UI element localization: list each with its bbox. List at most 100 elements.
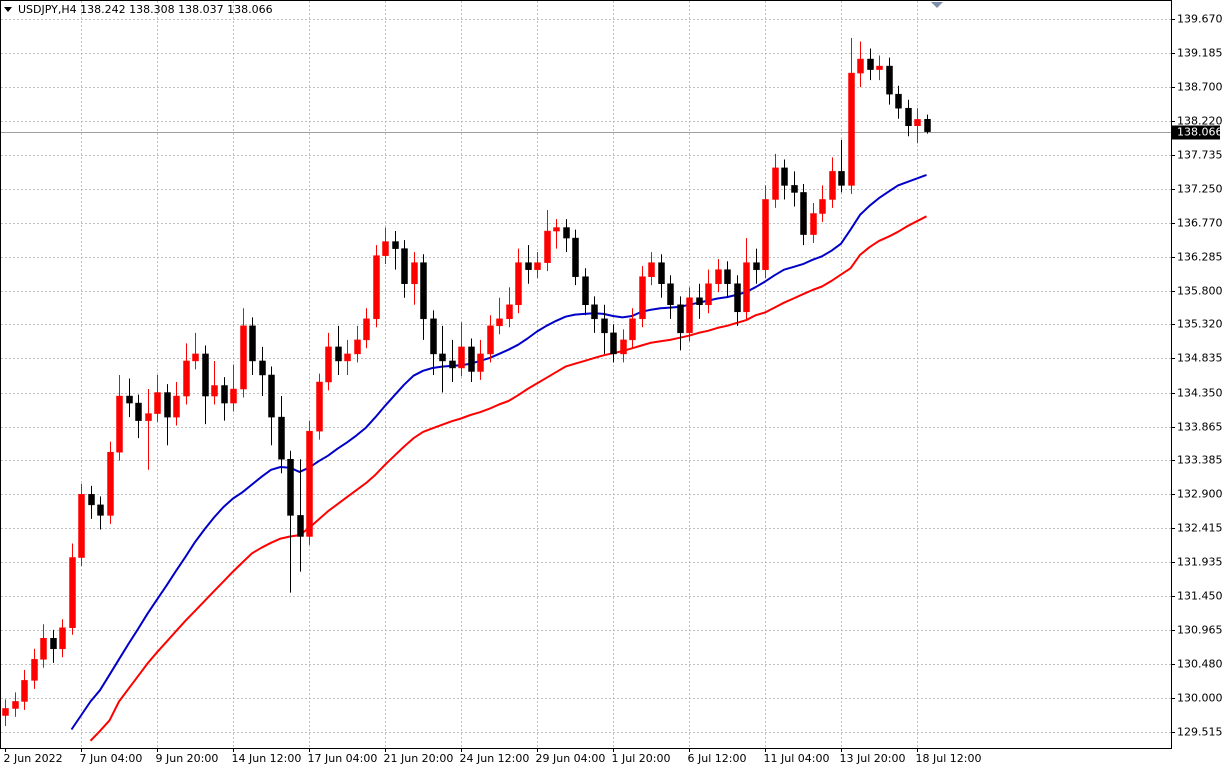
x-tick-label: 11 Jul 04:00 (764, 752, 830, 765)
candle-body (59, 627, 66, 650)
candle-body (439, 353, 446, 362)
candle-body (268, 374, 275, 418)
candle-body (373, 255, 380, 320)
candle-body (50, 638, 57, 650)
candle-body (914, 119, 921, 126)
candle-body (354, 339, 361, 355)
x-tick-label: 29 Jun 04:00 (536, 752, 606, 765)
symbol: USDJPY,H4 (18, 3, 77, 16)
candle-body (582, 276, 589, 306)
candle-body (230, 388, 237, 404)
candle-body (553, 227, 560, 232)
candle-body (819, 199, 826, 214)
candle-body (525, 262, 532, 270)
header: USDJPY,H4 138.242 138.308 138.037 138.06… (18, 3, 273, 16)
candle-body (848, 72, 855, 186)
candle-body (449, 360, 456, 369)
y-tick-label: 132.900 (1177, 488, 1223, 501)
candle-body (135, 402, 142, 421)
candle-body (306, 430, 313, 537)
menu-arrow (4, 7, 12, 12)
price-label-box (1172, 125, 1220, 140)
price-label: 138.066 (1177, 126, 1223, 139)
x-tick-label: 14 Jun 12:00 (232, 752, 302, 765)
candle-body (297, 515, 304, 537)
candle-body (667, 283, 674, 306)
y-tick-label: 137.250 (1177, 183, 1223, 196)
x-tick-label: 6 Jul 12:00 (688, 752, 747, 765)
candle-body (192, 353, 199, 362)
candle-body (601, 318, 608, 334)
y-tick-label: 130.000 (1177, 692, 1223, 705)
moving-average-line (70, 173, 927, 731)
candle-body (724, 269, 731, 284)
candle-body (658, 262, 665, 284)
y-tick-label: 135.800 (1177, 285, 1223, 298)
candle-body (829, 171, 836, 200)
candle-body (686, 297, 693, 334)
candle-body (325, 346, 332, 383)
candle-body (791, 185, 798, 193)
y-tick-label: 136.770 (1177, 217, 1223, 230)
y-tick-label: 138.220 (1177, 115, 1223, 128)
y-tick-label: 131.450 (1177, 590, 1223, 603)
candle-body (753, 262, 760, 270)
y-tick-label: 139.670 (1177, 13, 1223, 26)
candle-body (781, 167, 788, 186)
candle-body (506, 304, 513, 320)
candle-body (2, 708, 9, 716)
candle-body (534, 262, 541, 270)
x-tick-label: 2 Jun 2022 (4, 752, 63, 765)
candle-body (544, 230, 551, 263)
candle-body (468, 346, 475, 372)
candle-body (800, 192, 807, 235)
candle-body (762, 199, 769, 270)
y-tick-label: 135.320 (1177, 318, 1223, 331)
candle-body (458, 346, 465, 369)
y-tick-label: 132.415 (1177, 522, 1223, 535)
y-tick-label: 133.865 (1177, 421, 1223, 434)
moving-average-line (89, 215, 927, 742)
candle-body (173, 395, 180, 418)
candle-body (563, 227, 570, 239)
candle-body (107, 451, 114, 516)
candle-body (183, 360, 190, 397)
y-tick-label: 130.480 (1177, 658, 1223, 671)
close: 138.066 (227, 3, 273, 16)
candle-body (278, 416, 285, 460)
candle-body (867, 58, 874, 70)
x-tick-label: 18 Jul 12:00 (916, 752, 982, 765)
candle-body (164, 392, 171, 418)
candle-body (572, 237, 579, 277)
shift-marker (931, 2, 943, 8)
candle-body (715, 269, 722, 284)
candle-body (392, 241, 399, 249)
candle-body (620, 339, 627, 355)
candle-body (857, 58, 864, 74)
candle-body (78, 494, 85, 558)
candle-body (639, 276, 646, 320)
x-tick-label: 21 Jun 20:00 (384, 752, 454, 765)
candle-body (21, 680, 28, 702)
candle-body (677, 304, 684, 334)
candle-body (496, 318, 503, 327)
candle-body (202, 353, 209, 397)
candle-body (240, 325, 247, 390)
y-tick-label: 130.965 (1177, 624, 1223, 637)
candle-body (420, 262, 427, 320)
candle-body (382, 241, 389, 256)
candle-body (316, 381, 323, 432)
candle-body (515, 262, 522, 306)
candle-body (743, 262, 750, 313)
x-tick-label: 7 Jun 04:00 (80, 752, 143, 765)
candle-body (259, 360, 266, 376)
candle-body (40, 638, 47, 660)
candle-body (335, 346, 342, 362)
candle-body (249, 325, 256, 362)
candle-body (363, 318, 370, 341)
candle-body (69, 557, 76, 628)
candle-body (430, 318, 437, 355)
candle-body (648, 262, 655, 277)
y-tick-label: 133.385 (1177, 454, 1223, 467)
x-tick-label: 17 Jun 04:00 (308, 752, 378, 765)
